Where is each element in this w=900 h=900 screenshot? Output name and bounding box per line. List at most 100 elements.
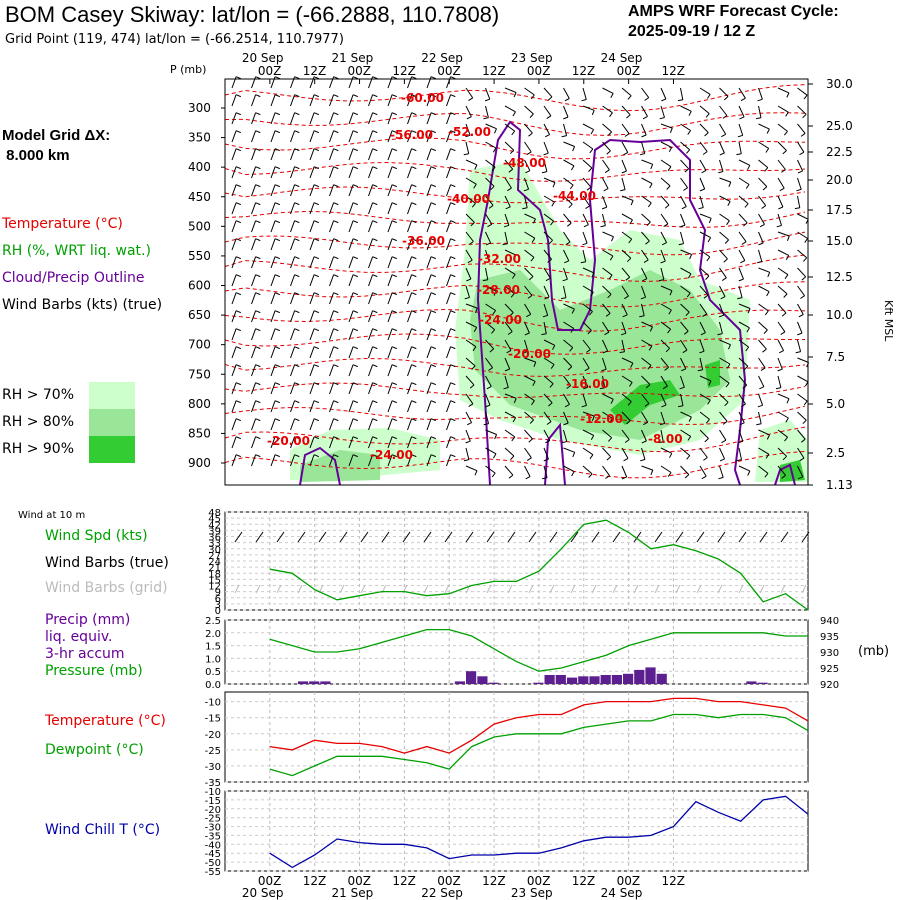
cycle-line1: AMPS WRF Forecast Cycle: (628, 3, 839, 20)
wind-barb (660, 87, 667, 102)
wind-barb-feather (605, 475, 610, 479)
wind-barb (426, 112, 436, 125)
wind-barb (368, 202, 378, 215)
wind-barb-feather (494, 434, 498, 440)
surface-wind-barb-grid (444, 584, 450, 594)
wind-barb-feather (591, 110, 595, 116)
wind-barb-staff (621, 249, 632, 259)
wind-barb (699, 123, 709, 137)
wind-barb-staff (348, 202, 354, 215)
wind-barb-staff (465, 429, 471, 442)
wind-barb-staff (387, 166, 393, 179)
wind-barb-feather (274, 328, 280, 332)
wind-barb (465, 249, 473, 264)
wind-barb-staff (407, 274, 413, 287)
wind-barb (777, 303, 787, 317)
wind-barb (329, 346, 339, 359)
wind-barb-feather (529, 113, 534, 118)
wind-barb-feather (800, 438, 806, 443)
wind-barb-staff (602, 105, 613, 114)
wind-barb-feather (411, 184, 417, 188)
wind-barb-feather (759, 223, 765, 228)
wind-barb-feather (294, 76, 300, 80)
wind-barb-feather (473, 327, 478, 333)
wind-barb-feather (533, 361, 537, 367)
wind-barb-staff (446, 238, 452, 251)
wind-barb-staff (660, 159, 672, 168)
wind-barb (329, 400, 339, 413)
wind-barb (329, 130, 339, 143)
wind-barb (718, 465, 724, 480)
wind-barb-feather (781, 312, 787, 317)
wind-barb-staff (758, 375, 765, 387)
wind-barb (639, 141, 646, 156)
wind-barb-staff (680, 285, 691, 294)
precip-y-tick-label: 2.0 (205, 629, 221, 640)
wind-barb-staff (563, 411, 569, 424)
wind-barb-staff (738, 393, 746, 405)
wind-barb-staff (582, 141, 594, 150)
wind-barb-feather (608, 274, 613, 280)
wind-chill-y-tick-label: -40 (205, 840, 221, 851)
wind-barb (738, 303, 751, 314)
wind-barb (621, 375, 633, 387)
wind-barb-feather (707, 399, 711, 405)
wind-barb-feather (798, 476, 803, 480)
wind-barb (484, 249, 490, 264)
wind-barb-feather (430, 220, 436, 224)
wind-barb (407, 256, 417, 269)
wind-barb (251, 436, 261, 449)
wind-barb-feather (333, 292, 339, 296)
wind-barb-feather (530, 257, 535, 262)
wind-barb (348, 346, 358, 359)
wind-barb-feather (646, 221, 651, 226)
wind-barb (504, 123, 516, 136)
wind-barb-staff (446, 400, 452, 413)
wind-barb-staff (426, 418, 432, 431)
wind-barb-staff (270, 418, 276, 431)
precip-bar (589, 676, 600, 684)
wind-barb-feather (294, 328, 300, 332)
wind-barb-staff (543, 285, 550, 298)
wind-barb (602, 465, 611, 479)
wind-barb (777, 339, 785, 354)
wind-barb-staff (504, 411, 516, 419)
wind-barb (641, 87, 650, 101)
wind-barb-feather (333, 436, 339, 440)
wind-barb-feather (450, 292, 456, 296)
wind-barb-feather (235, 418, 241, 422)
wind-barb-feather (737, 134, 743, 138)
wind-barb-feather (372, 76, 378, 80)
surface-wind-barb (234, 531, 243, 543)
precip-bar (757, 682, 768, 684)
wind-barb (407, 148, 417, 161)
wind-barb-feather (372, 94, 378, 98)
wind-barb-staff (660, 285, 673, 292)
wind-barb (426, 400, 436, 413)
wind-barb-staff (270, 454, 276, 467)
wind-barb (698, 195, 704, 210)
wind-barb (563, 87, 570, 102)
wind-barb-staff (719, 87, 729, 97)
wind-barb-feather (274, 238, 280, 242)
wind-barb (543, 177, 556, 188)
legend-rh90-label: RH > 90% (2, 441, 75, 457)
wind-barb (504, 393, 517, 404)
wind-barb (602, 249, 614, 261)
wind-barb-staff (602, 465, 611, 476)
wind-barb (407, 130, 417, 143)
wind-barb-staff (758, 87, 763, 100)
wind-barb-staff (504, 303, 514, 313)
wind-barb-staff (758, 285, 770, 293)
wind-barb-staff (290, 148, 296, 161)
wind-barb-feather (570, 165, 575, 171)
wind-barb-staff (602, 285, 612, 295)
wind-barb (446, 436, 456, 449)
wind-barb-staff (426, 382, 432, 395)
surface-wind-barb (612, 531, 621, 543)
wind-barb (602, 105, 613, 118)
wind-barb-feather (526, 313, 531, 318)
wind-barb-staff (621, 285, 629, 297)
wind-barb (738, 105, 745, 120)
wind-barb-staff (582, 87, 587, 100)
